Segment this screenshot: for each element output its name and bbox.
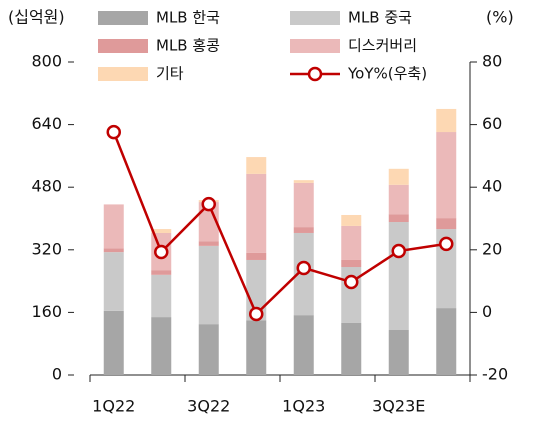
legend-label: MLB 한국: [156, 9, 220, 27]
y2-tick-label: 40: [482, 177, 502, 196]
x-tick-label: 3Q23E: [372, 397, 425, 416]
bar-segment: [341, 214, 362, 226]
y2-tick-label: 0: [482, 302, 492, 321]
y-tick-label: 0: [52, 365, 62, 384]
line: [112, 131, 447, 317]
bar-segment: [246, 252, 267, 260]
legend-marker: [307, 66, 323, 82]
bar-segment: [198, 324, 219, 375]
legend-label: MLB 중국: [348, 9, 412, 27]
y-axis-label: (십억원): [8, 8, 65, 27]
line-marker: [296, 260, 311, 276]
bar-segment: [436, 108, 457, 133]
legend-label: YoY%(우축): [347, 65, 427, 83]
legend-swatch: [98, 39, 148, 53]
x-tick-label: 1Q22: [92, 397, 135, 416]
bar-segment: [436, 218, 457, 230]
legend-swatch: [290, 39, 340, 53]
bar-segment: [198, 241, 219, 246]
y-tick-label: 640: [31, 114, 62, 133]
y2-axis-label: (%): [486, 8, 514, 27]
legend-swatch: [98, 11, 148, 25]
x-tick-label: 3Q22: [187, 397, 230, 416]
line-marker: [344, 274, 359, 290]
x-tick-label: 1Q23: [282, 397, 325, 416]
bar-segment: [293, 180, 314, 183]
bar-segment: [151, 270, 172, 275]
bar-segment: [436, 308, 457, 375]
legend-label: 기타: [156, 65, 184, 83]
bar-segment: [103, 252, 124, 311]
line-marker: [154, 244, 169, 260]
bar-segment: [341, 322, 362, 375]
bar-segment: [246, 157, 267, 174]
legend-label: MLB 홍콩: [156, 37, 220, 55]
bar-segment: [436, 132, 457, 219]
bar-segment: [151, 317, 172, 375]
bar-segment: [388, 168, 409, 185]
bar-segment: [388, 184, 409, 215]
y-tick-label: 800: [31, 52, 62, 71]
line-marker: [201, 196, 216, 212]
bar-segment: [341, 225, 362, 260]
legend-swatch: [290, 11, 340, 25]
line-marker: [439, 236, 454, 252]
bar-segment: [103, 310, 124, 375]
bar-segment: [388, 330, 409, 375]
legend-swatch: [98, 67, 148, 81]
y2-tick-label: 80: [482, 52, 502, 71]
bar-segment: [341, 259, 362, 268]
bar-segment: [293, 227, 314, 233]
bar-segment: [103, 248, 124, 253]
bar-segment: [151, 229, 172, 233]
bar-segment: [388, 214, 409, 223]
line-marker: [249, 306, 264, 322]
y-tick-label: 160: [31, 302, 62, 321]
y-tick-label: 320: [31, 239, 62, 258]
y2-tick-label: 60: [482, 114, 502, 133]
bar-segment: [388, 222, 409, 331]
legend-label: 디스커버리: [348, 37, 417, 55]
line-marker: [106, 124, 121, 140]
bar-segment: [198, 202, 219, 242]
y-tick-label: 480: [31, 177, 62, 196]
line-marker: [391, 243, 406, 259]
bar-segment: [293, 182, 314, 228]
bar-segment: [246, 320, 267, 375]
y2-tick-label: 20: [482, 239, 502, 258]
bar-segment: [151, 274, 172, 318]
bar-segment: [246, 173, 267, 253]
y2-tick-label: -20: [482, 365, 508, 384]
bar-segment: [103, 204, 124, 249]
bar-segment: [293, 315, 314, 375]
bar-segment: [198, 245, 219, 325]
